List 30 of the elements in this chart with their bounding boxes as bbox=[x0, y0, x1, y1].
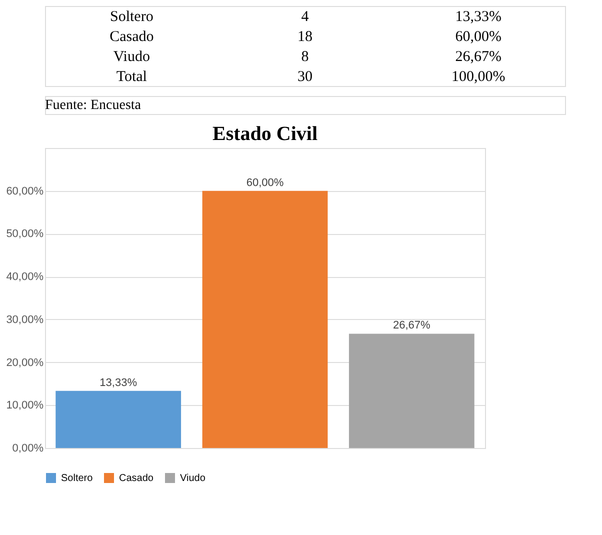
data-label: 60,00% bbox=[246, 176, 284, 189]
chart-title: Estado Civil bbox=[212, 123, 318, 145]
text: 60,00% bbox=[455, 29, 502, 45]
y-tick-label: 0,00% bbox=[12, 442, 44, 454]
legend-label: Soltero bbox=[61, 473, 94, 484]
data-label: 26,67% bbox=[393, 320, 431, 332]
y-tick-label: 40,00% bbox=[6, 271, 44, 284]
text: 18 bbox=[298, 29, 312, 45]
text: 4 bbox=[301, 9, 310, 25]
data-label: 13,33% bbox=[100, 376, 138, 389]
text: 30 bbox=[298, 69, 312, 85]
text: 13,33% bbox=[455, 9, 502, 25]
source-note: Fuente: Encuesta bbox=[45, 98, 142, 113]
y-tick-label: 10,00% bbox=[6, 400, 44, 412]
y-tick-label: 60,00% bbox=[6, 185, 44, 198]
legend-label: Casado bbox=[119, 473, 154, 484]
y-tick-label: 50,00% bbox=[6, 228, 44, 240]
bar bbox=[56, 390, 182, 448]
bar bbox=[202, 190, 328, 448]
text: Total bbox=[116, 69, 147, 85]
bar bbox=[348, 334, 474, 448]
legend-label: Viudo bbox=[180, 473, 206, 484]
y-tick-label: 20,00% bbox=[6, 356, 44, 369]
text: 100,00% bbox=[451, 69, 506, 85]
y-tick-label: 30,00% bbox=[6, 314, 44, 326]
text: 8 bbox=[301, 49, 309, 65]
text: Casado bbox=[110, 29, 154, 45]
text: Viudo bbox=[113, 49, 150, 65]
text: 26,67% bbox=[455, 49, 502, 65]
text: Soltero bbox=[110, 9, 154, 25]
